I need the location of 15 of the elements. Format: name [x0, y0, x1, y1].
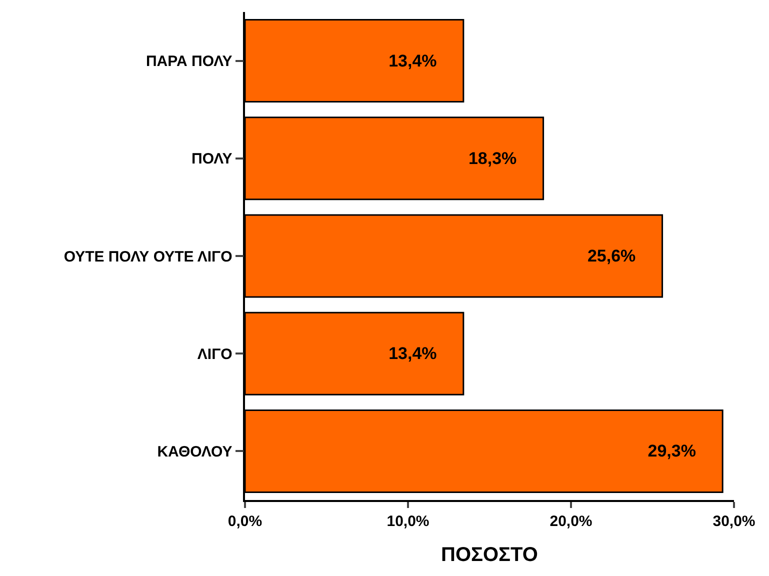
x-tick-label: 20,0% — [550, 512, 592, 530]
data-label: 25,6% — [587, 246, 636, 266]
y-tick-label: ΚΑΘΟΛΟΥ — [157, 443, 232, 460]
data-label: 13,4% — [388, 344, 437, 364]
y-tick-label: ΠΑΡΑ ΠΟΛΥ — [146, 53, 232, 70]
x-tick-label: 10,0% — [386, 512, 430, 530]
data-label: 18,3% — [468, 148, 517, 168]
y-tick-label: ΛΙΓΟ — [197, 346, 233, 363]
y-tick-label: ΠΟΛΥ — [192, 150, 232, 168]
x-axis-title: ΠΟΣΟΣΤΟ — [441, 544, 538, 566]
x-tick-label: 30,0% — [712, 512, 756, 530]
y-tick-label: ΟΥΤΕ ΠΟΛΥ ΟΥΤΕ ΛΙΓΟ — [64, 248, 233, 266]
x-tick-label: 0,0% — [228, 512, 262, 530]
data-label: 29,3% — [648, 442, 696, 461]
data-label: 13,4% — [388, 51, 437, 70]
